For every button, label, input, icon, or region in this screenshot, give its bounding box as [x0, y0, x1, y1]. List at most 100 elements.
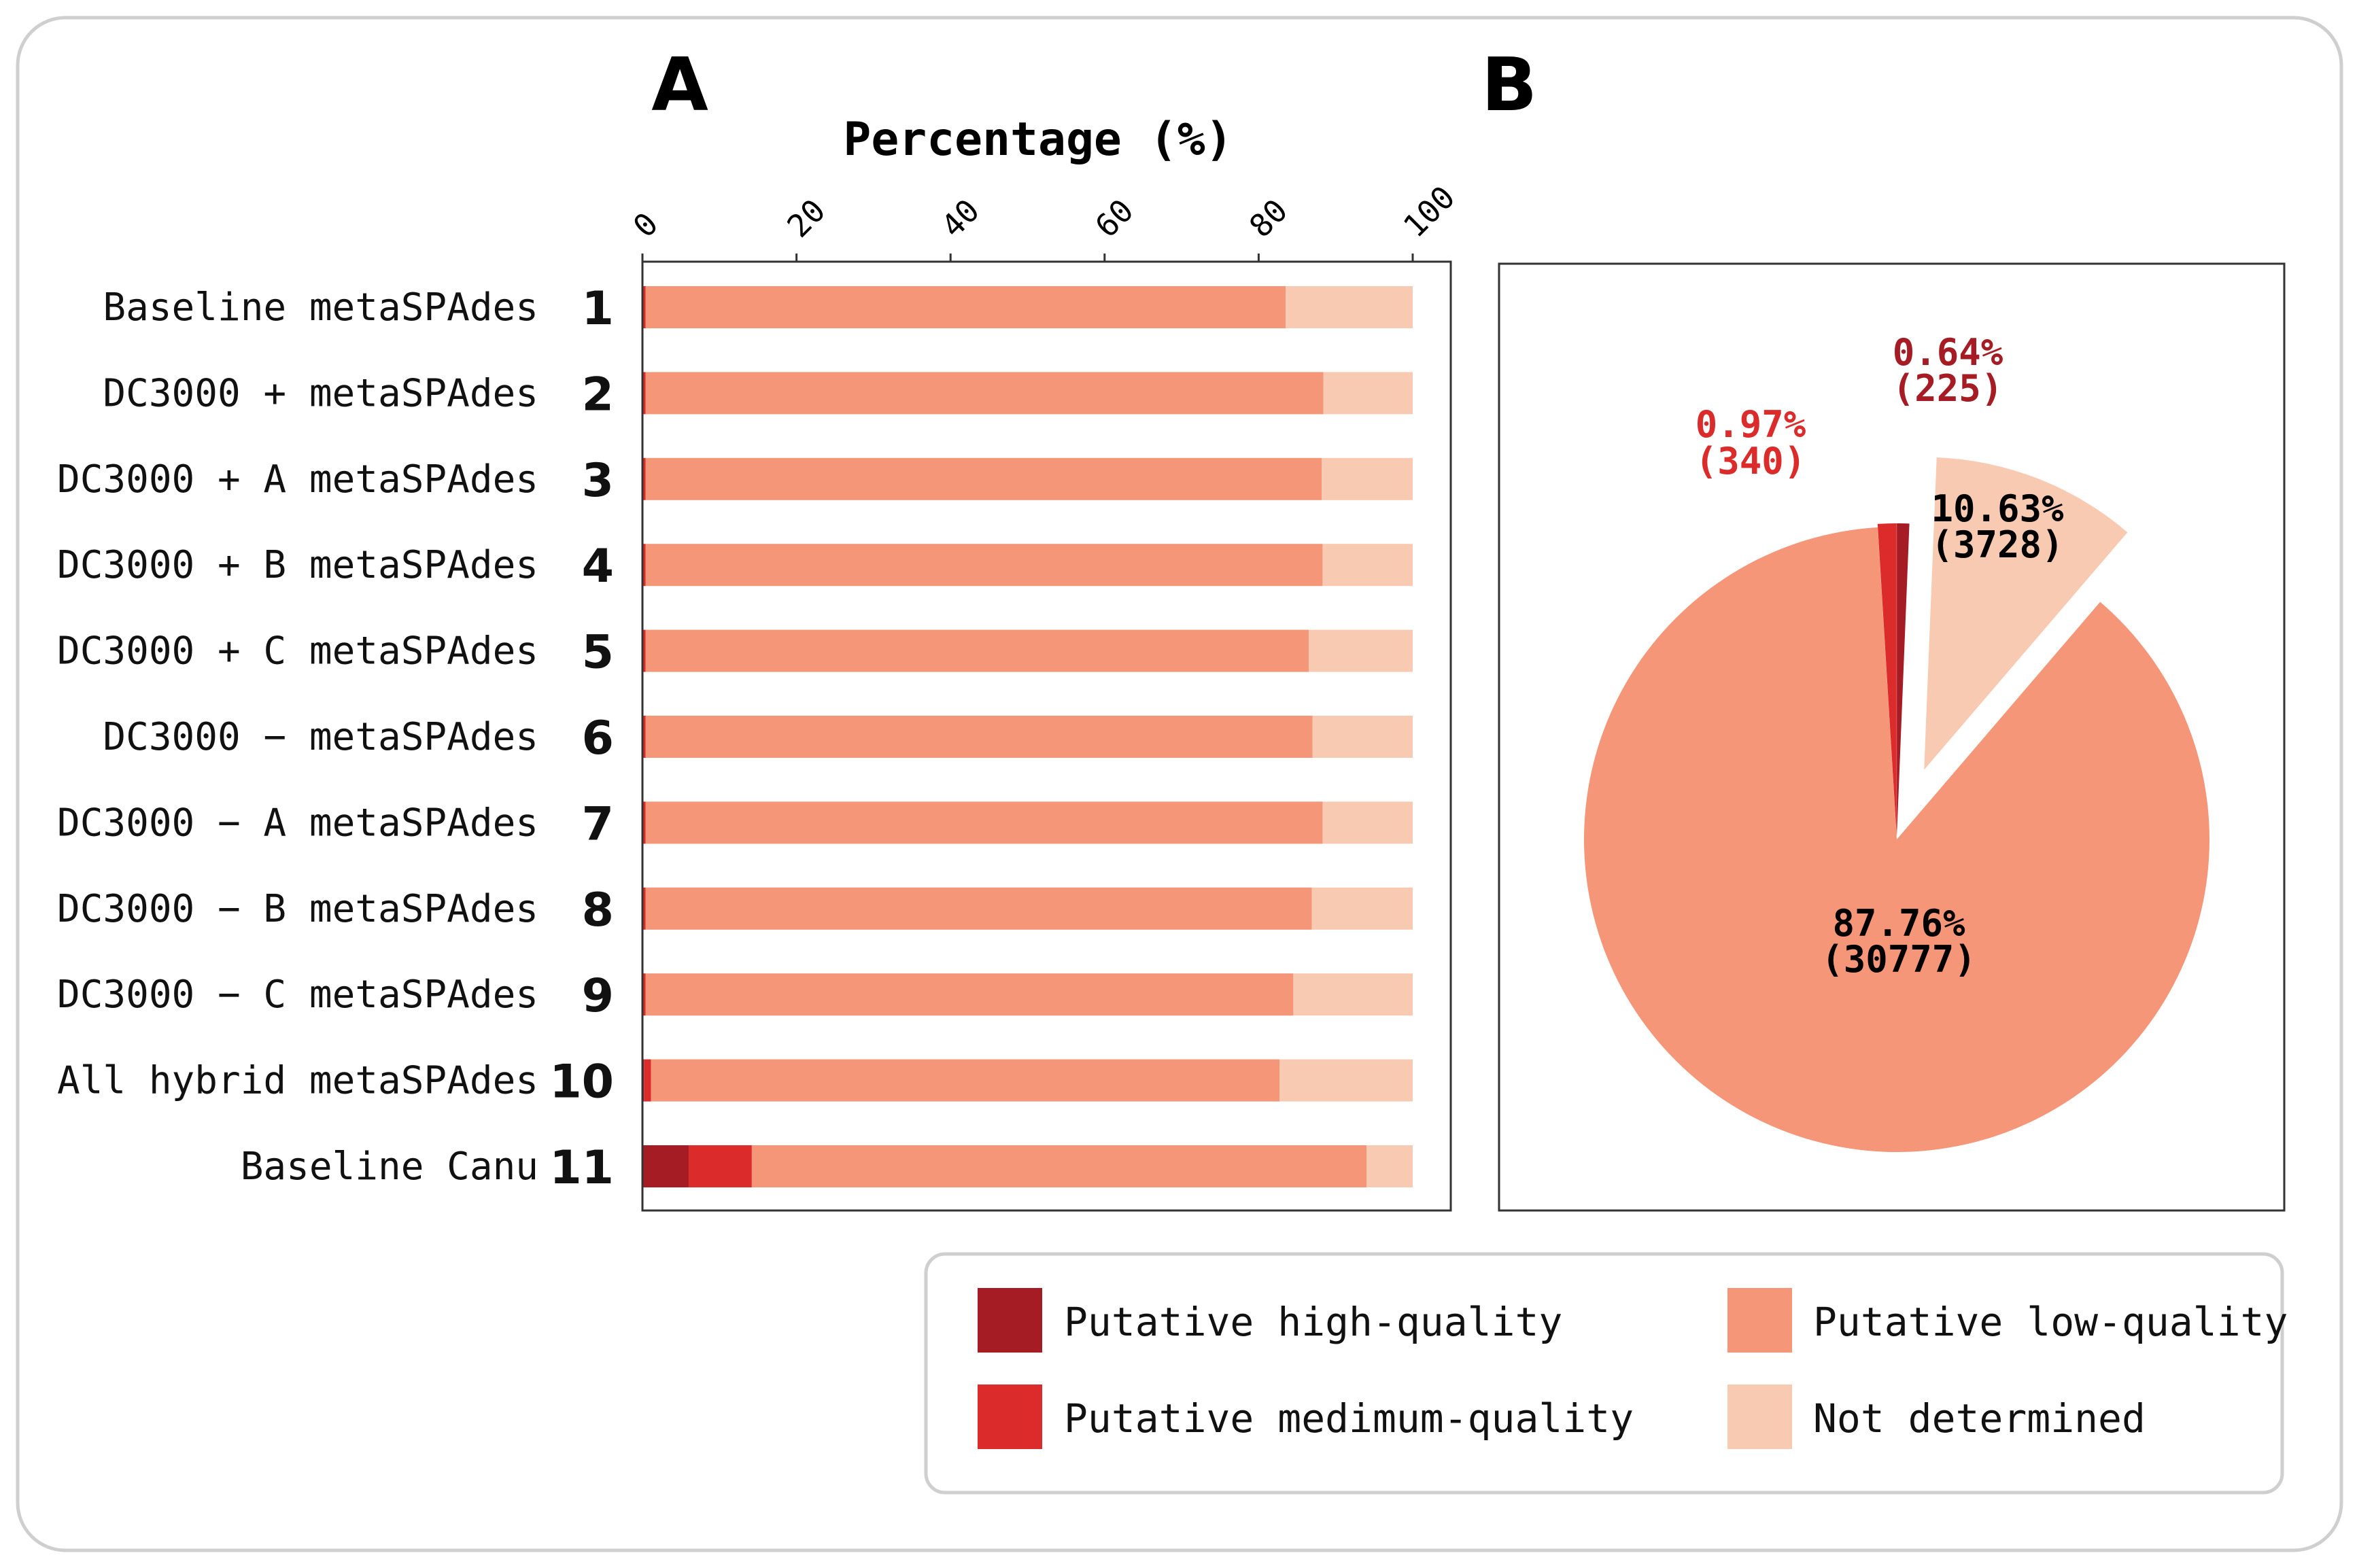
bar-segment-medium [643, 544, 646, 587]
panel-label-b: B [1481, 43, 1537, 128]
bar-segment-medium [643, 887, 646, 930]
bar-segment-nd [1286, 286, 1413, 328]
bar-segment-nd [1322, 457, 1413, 500]
bar-segment-nd [1309, 629, 1413, 672]
bar-segment-nd [1312, 716, 1413, 758]
bar-category-label: Baseline Canu [241, 1145, 538, 1189]
bar-row-number: 1 [582, 282, 614, 336]
pie-label-high-pct: 0.64% [1893, 331, 2003, 374]
bar-segment-nd [1323, 372, 1413, 415]
bar-segment-medium [644, 1059, 651, 1102]
bar-segment-low [645, 457, 1322, 500]
bar-segment-low [645, 716, 1313, 758]
pie-slice-medium [1877, 523, 1897, 837]
pie-label-low-pct: 87.76% [1832, 902, 1965, 945]
bar-segment-nd [1279, 1059, 1413, 1102]
legend-swatch-medium [978, 1384, 1042, 1449]
bar-category-label: DC3000 − A metaSPAdes [57, 801, 538, 845]
bar-segment-medium [643, 801, 646, 844]
bar-row-number: 9 [582, 969, 614, 1023]
pie-label-nd: 10.63% (3728) [1931, 487, 2064, 566]
bar-segment-nd [1311, 887, 1413, 930]
bar-segment-medium [643, 372, 646, 415]
legend: Putative high-quality Putative medimum-q… [924, 1252, 2288, 1495]
bar-segment-low [645, 629, 1309, 672]
bar-row-number: 7 [582, 797, 614, 851]
pie-slice-high [1897, 523, 1910, 837]
bar-row-8: DC3000 − B metaSPAdes 8 [57, 884, 1413, 937]
bar-category-label: DC3000 + C metaSPAdes [57, 629, 538, 674]
bar-row-6: DC3000 − metaSPAdes 6 [103, 712, 1413, 765]
bar-segment-medium [643, 457, 646, 500]
pie-chart-frame [1498, 262, 2286, 1212]
bar-row-number: 4 [582, 540, 614, 593]
bar-chart-plot-frame [641, 260, 1452, 1212]
bar-category-label: DC3000 − B metaSPAdes [57, 887, 538, 931]
bar-row-number: 3 [582, 454, 614, 508]
legend-item-low: Putative low-quality [1727, 1288, 2288, 1353]
bar-row-7: DC3000 − A metaSPAdes 7 [57, 797, 1413, 851]
bar-segment-nd [1366, 1145, 1413, 1187]
bar-segment-medium [643, 973, 646, 1016]
bar-segment-low [645, 286, 1286, 328]
bar-category-label: DC3000 − metaSPAdes [103, 715, 538, 759]
pie-slice-nd [1924, 457, 2128, 770]
legend-frame [924, 1252, 2284, 1495]
bar-segment-low [751, 1145, 1367, 1187]
bar-category-label: DC3000 + B metaSPAdes [57, 543, 538, 587]
legend-swatch-nd [1727, 1384, 1792, 1449]
bar-row-number: 6 [582, 712, 614, 765]
pie-slices [1583, 457, 2209, 1152]
pie-label-nd-count: (3728) [1931, 523, 2063, 566]
bar-segment-low [645, 544, 1323, 587]
bar-row-number: 11 [549, 1141, 614, 1195]
pie-label-medium-count: (340) [1696, 440, 1806, 483]
legend-swatch-high [978, 1288, 1042, 1353]
bar-segment-nd [1322, 544, 1413, 587]
bar-segment-medium [643, 286, 646, 328]
bar-segment-low [645, 372, 1324, 415]
bar-row-number: 2 [582, 368, 614, 421]
bar-row-5: DC3000 + C metaSPAdes 5 [57, 626, 1413, 680]
pie-label-high: 0.64% (225) [1893, 331, 2003, 410]
pie-slice-low [1583, 527, 2209, 1152]
bar-chart: Percentage (%) 0 20 40 60 80 100 Baseline met… [57, 113, 1462, 1212]
bar-row-1: Baseline metaSPAdes 1 [103, 282, 1413, 336]
bar-segment-nd [1293, 973, 1413, 1016]
legend-item-medium: Putative medimum-quality [978, 1384, 1634, 1449]
legend-swatch-low [1727, 1288, 1792, 1353]
bar-row-2: DC3000 + metaSPAdes 2 [103, 368, 1413, 421]
bar-chart-axis-title: Percentage (%) [843, 113, 1233, 167]
bar-row-11: Baseline Canu 11 [241, 1141, 1413, 1195]
bar-row-number: 10 [549, 1056, 614, 1109]
bar-row-number: 5 [582, 626, 614, 680]
bar-segment-low [645, 887, 1312, 930]
figure-frame [16, 16, 2343, 1552]
pie-label-high-count: (225) [1893, 367, 2003, 410]
legend-item-nd: Not determined [1727, 1384, 2146, 1449]
legend-label-medium: Putative medimum-quality [1064, 1395, 1634, 1442]
legend-label-low: Putative low-quality [1813, 1299, 2288, 1345]
legend-label-nd: Not determined [1813, 1395, 2146, 1442]
bar-chart-rows: Baseline metaSPAdes 1 DC3000 + metaSPAdes 2… [57, 282, 1413, 1195]
bar-category-label: DC3000 + metaSPAdes [103, 371, 538, 415]
bar-category-label: All hybrid metaSPAdes [57, 1059, 538, 1103]
bar-row-3: DC3000 + A metaSPAdes 3 [57, 454, 1413, 508]
bar-row-10: All hybrid metaSPAdes 10 [57, 1056, 1413, 1109]
bar-category-label: DC3000 + A metaSPAdes [57, 457, 538, 502]
bar-segment-medium [688, 1145, 752, 1187]
pie-label-medium-pct: 0.97% [1696, 403, 1806, 446]
bar-segment-nd [1322, 801, 1413, 844]
pie-label-low-count: (30777) [1821, 938, 1976, 981]
bar-category-label: DC3000 − C metaSPAdes [57, 973, 538, 1017]
legend-label-high: Putative high-quality [1064, 1299, 1562, 1345]
bar-category-label: Baseline metaSPAdes [103, 285, 538, 330]
bar-segment-medium [643, 629, 646, 672]
pie-label-low: 87.76% (30777) [1821, 902, 1976, 981]
legend-item-high: Putative high-quality [978, 1288, 1562, 1353]
bar-row-number: 8 [582, 884, 614, 937]
pie-label-medium: 0.97% (340) [1696, 403, 1806, 483]
bar-segment-low [645, 801, 1323, 844]
pie-label-nd-pct: 10.63% [1931, 487, 2064, 530]
